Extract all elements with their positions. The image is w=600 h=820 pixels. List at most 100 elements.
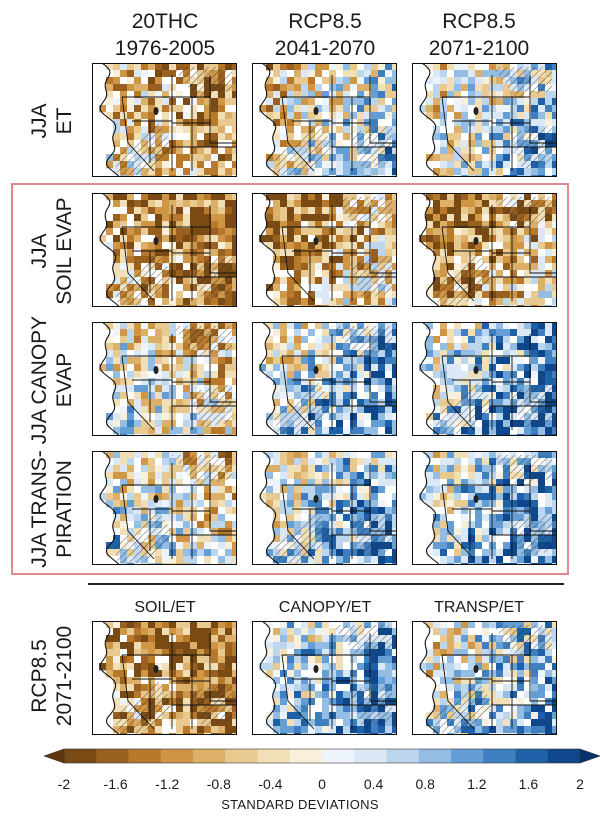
row-label-bottom-line1: RCP8.5 [28, 639, 51, 713]
lake [313, 107, 319, 115]
column-header-2: RCP8.5 2041-2070 [250, 8, 400, 62]
state-boundary [172, 334, 211, 357]
state-boundary [441, 96, 475, 172]
hatch-region [492, 67, 552, 97]
colorbar-cell [64, 749, 97, 763]
map-panel [412, 63, 557, 177]
state-boundary [172, 205, 211, 228]
subhead-canopy-et: CANOPY/ET [278, 599, 372, 616]
state-boundary [441, 355, 475, 431]
state-boundary [332, 205, 371, 228]
colorbar-cell [128, 749, 162, 763]
lake [313, 665, 319, 673]
state-boundary [369, 655, 397, 702]
state-boundary [121, 96, 155, 172]
hatch-region [274, 382, 336, 434]
coastline [419, 193, 440, 307]
colorbar-tick-label: 0.4 [363, 776, 384, 792]
state-boundary [332, 75, 371, 98]
state-boundary [529, 227, 557, 274]
column-header-1-line1: 20THC [131, 10, 199, 33]
coastline [419, 63, 440, 177]
hatch-region [332, 326, 392, 356]
state-boundary [209, 97, 237, 144]
map-panel [92, 621, 237, 735]
colorbar-tick-label: -0.4 [258, 776, 283, 792]
subhead-soil-et: SOIL/ET [134, 599, 196, 616]
state-boundary [369, 227, 397, 274]
colorbar-cell [354, 749, 387, 763]
colorbar-cell [193, 749, 226, 763]
panel-frame [412, 193, 557, 307]
hatch-region [114, 681, 176, 733]
state-boundary [492, 334, 531, 357]
lake [313, 495, 319, 503]
coastline [99, 63, 120, 177]
panel-frame [92, 322, 237, 436]
state-boundary [281, 484, 315, 560]
panel-frame [412, 322, 557, 436]
state-boundary [121, 355, 155, 431]
lake [473, 366, 479, 374]
coastline [99, 193, 120, 307]
map-panel [252, 621, 397, 735]
row-label-et-line1: JJA [28, 103, 51, 139]
map-panel [92, 193, 237, 307]
lake [153, 495, 159, 503]
colorbar-frame [63, 748, 581, 764]
state-boundary [281, 226, 315, 302]
panel-frame [252, 451, 397, 565]
state-boundary [209, 356, 237, 403]
state-boundary [529, 97, 557, 144]
colorbar-cell [483, 749, 516, 763]
hatch-region [274, 123, 336, 175]
state-boundary [209, 655, 237, 702]
coastline [99, 621, 120, 735]
state-boundary [209, 485, 237, 532]
coastline [419, 322, 440, 436]
colorbar-tick-label: -1.6 [103, 776, 128, 792]
panel-frame [92, 193, 237, 307]
map-panel [252, 63, 397, 177]
state-boundary [281, 654, 315, 730]
coastline [419, 451, 440, 565]
state-boundary [172, 633, 211, 656]
panel-frame [252, 63, 397, 177]
colorbar [43, 748, 600, 764]
map-panel [412, 322, 557, 436]
state-boundary [209, 227, 237, 274]
colorbar-cell [547, 749, 581, 763]
state-boundary [281, 355, 315, 431]
coastline [99, 451, 120, 565]
hatch-region [274, 511, 336, 563]
state-boundary [492, 633, 531, 656]
hatch-region [332, 197, 392, 227]
coastline [259, 193, 280, 307]
hatch-region [172, 326, 232, 356]
map-panel [92, 451, 237, 565]
colorbar-cell [96, 749, 129, 763]
section-divider [88, 583, 564, 585]
colorbar-left-arrow [43, 748, 65, 764]
panel-frame [252, 322, 397, 436]
map-panel [412, 451, 557, 565]
lake [473, 107, 479, 115]
colorbar-cell [225, 749, 258, 763]
state-boundary [441, 654, 475, 730]
colorbar-tick-label: 2 [576, 776, 584, 792]
colorbar-cell [515, 749, 549, 763]
hatch-region [114, 511, 176, 563]
colorbar-cell [322, 749, 355, 763]
colorbar-tick-label: -0.8 [206, 776, 231, 792]
colorbar-cell [257, 749, 291, 763]
map-panel [252, 322, 397, 436]
state-boundary [172, 463, 211, 486]
colorbar-tick-label: -2 [57, 776, 71, 792]
map-panel [252, 451, 397, 565]
map-panel [412, 621, 557, 735]
column-header-2-line2: 2041-2070 [274, 37, 376, 60]
lake [313, 237, 319, 245]
column-header-1: 20THC 1976-2005 [90, 8, 240, 62]
hatch-region [114, 253, 176, 305]
colorbar-cell [160, 749, 194, 763]
